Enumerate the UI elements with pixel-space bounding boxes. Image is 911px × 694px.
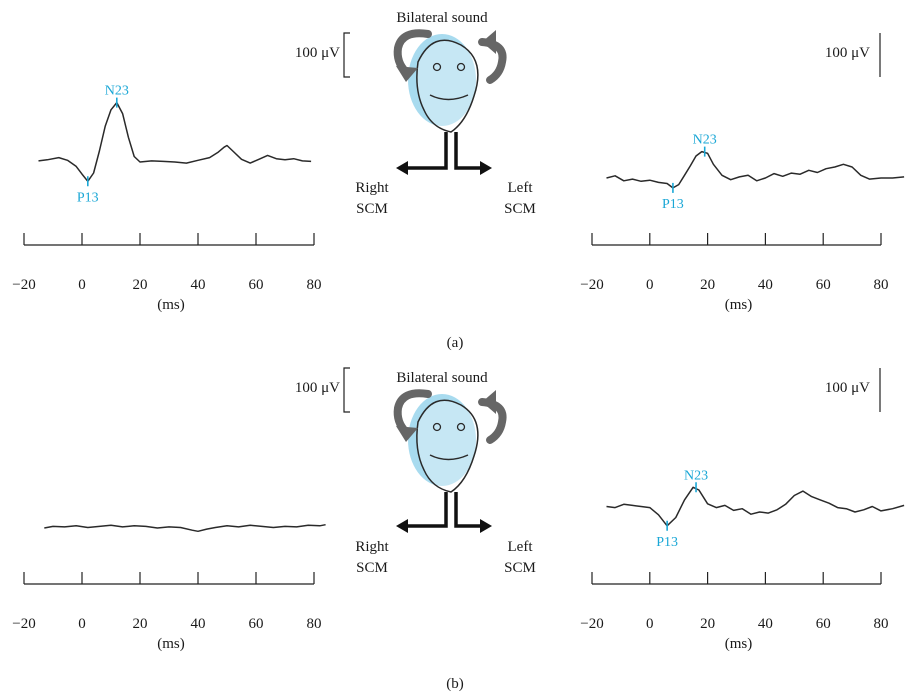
p0-left-SCM-tick-label-3: 40 [758,277,773,293]
plot-layer: −20 0 20 40 60 80 (ms) P13 N23 −20 0 20 40 60 80 (ms) P1… [12,84,905,652]
p0-right-SCM-tick-label-3: 40 [191,277,206,293]
p0-right-SCM-tick-label-1: 0 [78,277,86,293]
p0-left-SCM-peak-label-P13: P13 [662,197,684,212]
p1-right-SCM-x-label: (ms) [157,636,185,652]
p1-left-SCM-peak-label-N23: N23 [684,468,708,483]
p1-right-SCM-tick-label-3: 40 [191,616,206,632]
p0-right-SCM-tick-label-4: 60 [249,277,264,293]
p0-right-SCM-peak-label-N23: N23 [105,84,129,99]
p0-left-SCM-trace-line [606,150,905,189]
p0-right-SCM-tick-label-5: 80 [307,277,322,293]
stimulus-label-a: Bilateral sound [396,10,488,26]
panel-label-b: (b) [446,676,464,692]
scale-label-left-b: 100 μV [295,380,340,396]
p0-left-SCM-tick-label-2: 20 [700,277,715,293]
sound-arrow-right-icon-b [478,390,507,444]
scm-label-right-a: SCM [356,201,388,217]
p1-right-SCM-tick-label-5: 80 [307,616,322,632]
scale-label-left-a: 100 μV [295,45,340,61]
p1-right-SCM-tick-label-2: 20 [133,616,148,632]
p1-right-SCM-tick-label-4: 60 [249,616,264,632]
p0-left-SCM-tick-label-4: 60 [816,277,831,293]
p1-left-SCM-tick-label-5: 80 [874,616,889,632]
p1-left-SCM-tick-label-3: 40 [758,616,773,632]
p0-left-SCM-tick-label-5: 80 [874,277,889,293]
p0-left-SCM-tick-label-0: −20 [580,277,603,293]
scm-label-left-a: SCM [504,201,536,217]
p1-left-SCM-tick-label-1: 0 [646,616,654,632]
p1-left-SCM-tick-label-4: 60 [816,616,831,632]
p1-right-SCM-tick-label-1: 0 [78,616,86,632]
scale-bar-left-b [343,367,350,413]
scm-label-left-b: SCM [504,560,536,576]
sound-arrow-right-icon-a [478,30,507,84]
scm-arrows-icon-a [396,132,492,175]
p1-left-SCM-x-label: (ms) [725,636,753,652]
panel-label-a: (a) [447,335,464,351]
p0-right-SCM-x-label: (ms) [157,297,185,313]
p1-left-SCM-tick-label-0: −20 [580,616,603,632]
scale-label-right-b: 100 μV [825,380,870,396]
p1-left-SCM-peak-label-P13: P13 [656,535,678,550]
p0-left-SCM-peak-label-N23: N23 [693,133,717,148]
panel-a: 100 μV 100 μV Bilateral sound Right SCM [295,10,881,351]
p0-right-SCM-trace-line [38,101,312,183]
p1-right-SCM-tick-label-0: −20 [12,616,35,632]
sound-arrow-left-icon-a [393,29,432,82]
p1-left-SCM-trace-line [606,486,905,527]
panel-b: 100 μV 100 μV Bilateral sound Right SCM [295,367,881,692]
p0-right-SCM-tick-label-0: −20 [12,277,35,293]
scm-label-right-b: SCM [356,560,388,576]
right-label-a: Right [355,180,389,196]
p0-right-SCM-peak-label-P13: P13 [77,190,99,205]
scm-arrows-icon-b [396,492,492,533]
head-icon-a [408,34,479,133]
scale-label-right-a: 100 μV [825,45,870,61]
p0-left-SCM-x-label: (ms) [725,297,753,313]
sound-arrow-left-icon-b [393,389,432,442]
head-icon-b [408,394,479,493]
stimulus-label-b: Bilateral sound [396,370,488,386]
p0-right-SCM-tick-label-2: 20 [133,277,148,293]
right-label-b: Right [355,539,389,555]
p1-left-SCM-tick-label-2: 20 [700,616,715,632]
left-label-a: Left [508,180,534,196]
scale-bar-left-a [343,32,350,78]
left-label-b: Left [508,539,534,555]
p0-left-SCM-tick-label-1: 0 [646,277,654,293]
p1-right-SCM-trace-line [44,523,326,533]
